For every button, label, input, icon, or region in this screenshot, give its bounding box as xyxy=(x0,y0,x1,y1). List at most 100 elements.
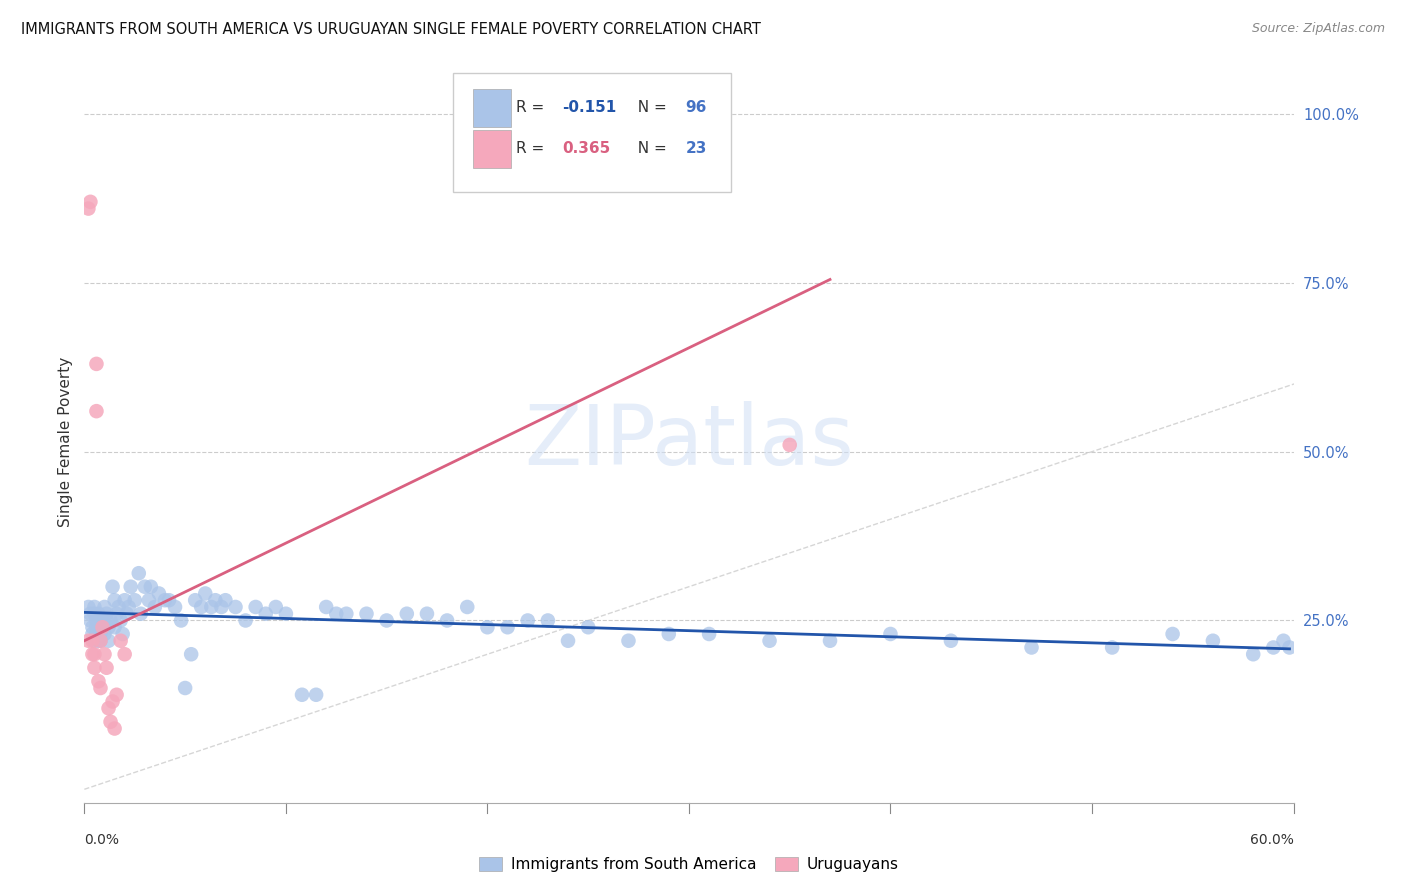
Point xyxy=(1263,640,1285,655)
Point xyxy=(104,620,127,634)
FancyBboxPatch shape xyxy=(453,73,731,193)
Point xyxy=(91,614,114,628)
Text: R =: R = xyxy=(516,142,550,156)
Point xyxy=(79,614,101,628)
Text: 96: 96 xyxy=(685,100,707,115)
Text: 0.365: 0.365 xyxy=(562,142,610,156)
Point xyxy=(335,607,357,621)
Point xyxy=(170,614,193,628)
Point xyxy=(114,593,136,607)
Point xyxy=(104,722,127,736)
Point xyxy=(82,647,104,661)
Point xyxy=(516,614,538,628)
Point xyxy=(105,607,128,621)
Point xyxy=(128,566,150,581)
Point xyxy=(1202,633,1225,648)
Point xyxy=(153,593,176,607)
Text: 0.0%: 0.0% xyxy=(84,833,120,847)
Point xyxy=(190,599,212,614)
Point xyxy=(416,607,439,621)
Point xyxy=(77,202,100,216)
Point xyxy=(1272,633,1295,648)
Point xyxy=(101,580,124,594)
Point xyxy=(1161,627,1184,641)
Point xyxy=(209,599,232,614)
Point xyxy=(93,627,115,641)
Point xyxy=(83,647,105,661)
FancyBboxPatch shape xyxy=(472,89,512,127)
Point xyxy=(325,607,347,621)
Point xyxy=(83,599,105,614)
Point xyxy=(100,714,122,729)
Point xyxy=(395,607,418,621)
Point xyxy=(200,599,222,614)
Point xyxy=(110,614,132,628)
Text: IMMIGRANTS FROM SOUTH AMERICA VS URUGUAYAN SINGLE FEMALE POVERTY CORRELATION CHA: IMMIGRANTS FROM SOUTH AMERICA VS URUGUAY… xyxy=(21,22,761,37)
Point xyxy=(658,627,681,641)
Point xyxy=(91,620,114,634)
Point xyxy=(104,593,127,607)
Point xyxy=(204,593,226,607)
Point xyxy=(82,627,104,641)
Point xyxy=(315,599,337,614)
Point xyxy=(86,357,108,371)
Point xyxy=(89,633,111,648)
Point xyxy=(79,607,101,621)
Point xyxy=(101,694,124,708)
Text: ZIPatlas: ZIPatlas xyxy=(524,401,853,482)
Text: N =: N = xyxy=(628,100,672,115)
Point xyxy=(879,627,901,641)
Text: N =: N = xyxy=(628,142,672,156)
Point xyxy=(1241,647,1264,661)
Point xyxy=(124,593,146,607)
Point xyxy=(436,614,458,628)
Point xyxy=(96,661,118,675)
Point xyxy=(617,633,640,648)
Point xyxy=(194,586,217,600)
Point xyxy=(356,607,378,621)
Point xyxy=(697,627,720,641)
Point xyxy=(110,633,132,648)
Point xyxy=(1278,640,1301,655)
Point xyxy=(375,614,398,628)
Point xyxy=(291,688,314,702)
Point xyxy=(87,614,110,628)
Point xyxy=(138,593,160,607)
Point xyxy=(305,688,328,702)
Legend: Immigrants from South America, Uruguayans: Immigrants from South America, Uruguayan… xyxy=(472,850,905,879)
Point xyxy=(83,607,105,621)
Point xyxy=(134,580,156,594)
Point xyxy=(87,607,110,621)
Point xyxy=(115,607,138,621)
Point xyxy=(576,620,599,634)
Point xyxy=(174,681,197,695)
Point xyxy=(157,593,180,607)
Point xyxy=(235,614,257,628)
Point xyxy=(86,620,108,634)
Point xyxy=(120,580,142,594)
Point xyxy=(818,633,841,648)
Point xyxy=(97,633,120,648)
Point xyxy=(139,580,162,594)
Point xyxy=(83,633,105,648)
Point xyxy=(82,633,104,648)
Point xyxy=(89,633,111,648)
Point xyxy=(496,620,519,634)
Text: R =: R = xyxy=(516,100,550,115)
Point xyxy=(537,614,560,628)
Point xyxy=(274,607,297,621)
Point xyxy=(96,607,118,621)
Text: 60.0%: 60.0% xyxy=(1250,833,1294,847)
Point xyxy=(77,599,100,614)
Point xyxy=(96,614,118,628)
Point xyxy=(93,647,115,661)
Point xyxy=(105,688,128,702)
Point xyxy=(82,620,104,634)
Point xyxy=(1101,640,1123,655)
Point xyxy=(939,633,962,648)
Point xyxy=(477,620,499,634)
Point xyxy=(87,674,110,689)
Point xyxy=(118,599,141,614)
Point xyxy=(97,620,120,634)
Point xyxy=(129,607,152,621)
